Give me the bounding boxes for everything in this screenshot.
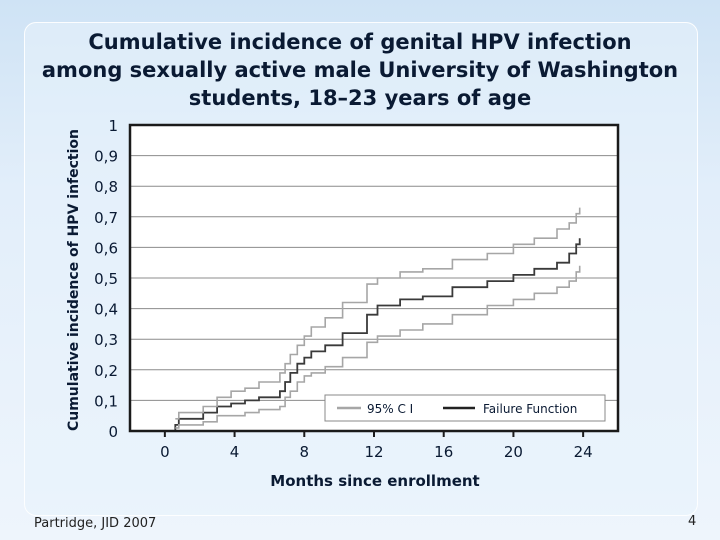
x-tick-label: 16 (434, 443, 453, 461)
x-tick-label: 24 (574, 443, 593, 461)
y-tick-label: 0,1 (94, 392, 118, 410)
y-tick-label: 0,9 (94, 148, 118, 166)
legend-label-ci: 95% C I (367, 402, 413, 416)
y-tick-label: 0,6 (94, 239, 118, 257)
title-line-2: among sexually active male University of… (41, 58, 679, 82)
x-axis-label: Months since enrollment (270, 472, 480, 490)
x-tick-label: 0 (160, 443, 170, 461)
x-tick-label: 8 (300, 443, 310, 461)
series-line-1 (138, 238, 581, 432)
title-line-1: Cumulative incidence of genital HPV infe… (88, 30, 632, 54)
y-tick-label: 0,7 (94, 209, 118, 227)
legend-label-failure: Failure Function (483, 402, 577, 416)
x-tick-label: 20 (504, 443, 523, 461)
y-tick-label: 0,5 (94, 270, 118, 288)
x-tick-label: 4 (230, 443, 240, 461)
y-tick-label: 0,2 (94, 362, 118, 380)
y-tick-label: 0 (108, 423, 118, 441)
series-line-2 (175, 207, 581, 420)
source-citation: Partridge, JID 2007 (34, 516, 157, 531)
y-tick-label: 0,4 (94, 301, 118, 319)
y-tick-label: 0,8 (94, 178, 118, 196)
x-tick-label: 12 (364, 443, 383, 461)
series-line-3 (175, 265, 581, 429)
chart-title: Cumulative incidence of genital HPV infe… (40, 28, 680, 112)
y-tick-label: 0,3 (94, 331, 118, 349)
y-tick-label: 1 (108, 117, 118, 135)
page-number: 4 (688, 514, 697, 529)
title-line-3: students, 18–23 years of age (188, 86, 532, 110)
plot-border (128, 123, 620, 433)
